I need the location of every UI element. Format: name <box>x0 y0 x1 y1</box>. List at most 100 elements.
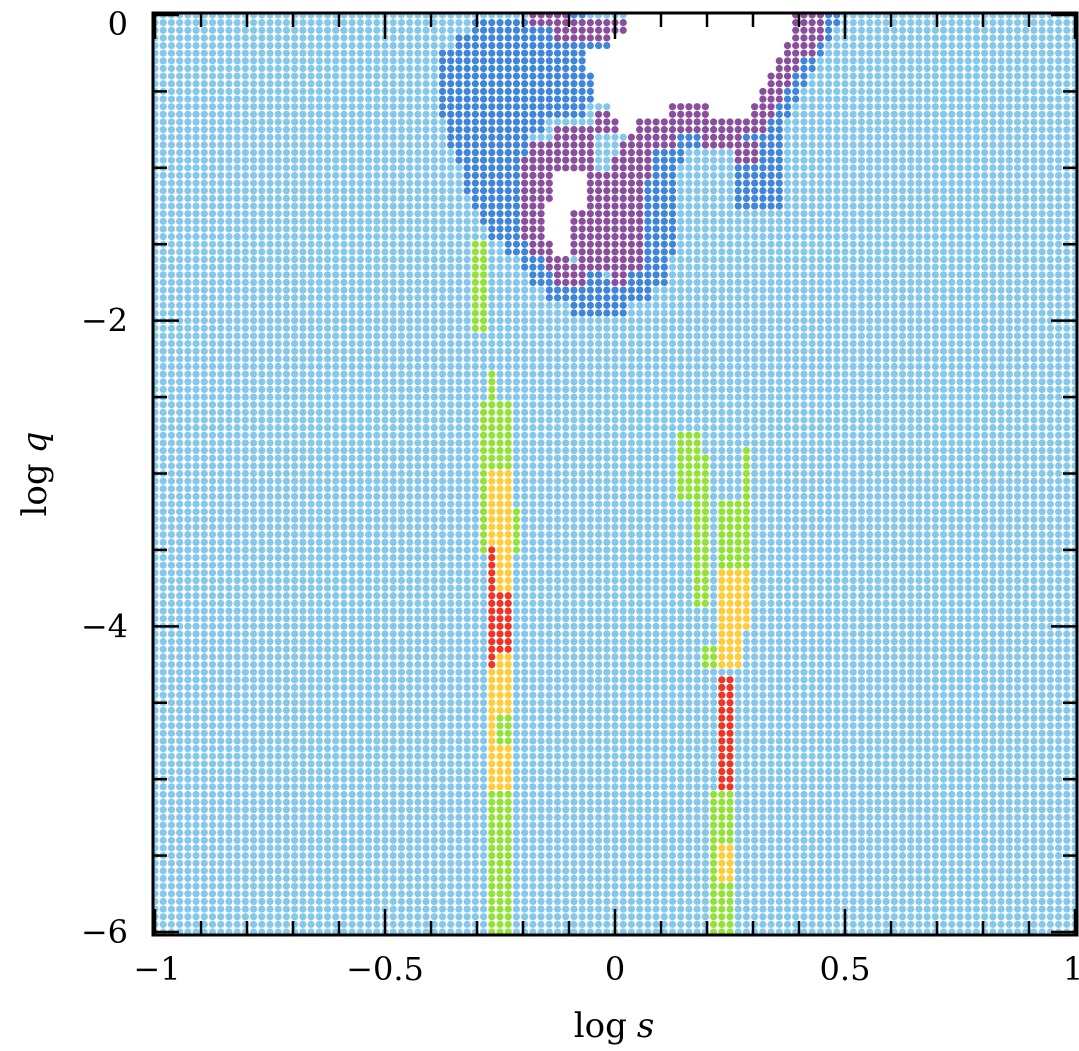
point-purple <box>627 141 636 149</box>
point-blue <box>759 187 767 195</box>
point-background <box>816 95 824 103</box>
point-purple <box>521 171 529 180</box>
point-background <box>931 156 939 164</box>
point-background <box>381 179 389 187</box>
point-background <box>898 317 907 325</box>
point-blue <box>578 286 586 294</box>
point-blue <box>488 210 496 218</box>
point-background <box>775 355 783 363</box>
point-purple <box>668 133 677 141</box>
point-background <box>734 339 742 348</box>
point-background <box>907 26 915 34</box>
point-background <box>192 317 200 325</box>
point-background <box>176 225 184 233</box>
point-background <box>833 103 841 111</box>
point-background <box>923 57 931 65</box>
point-background <box>200 133 208 141</box>
point-background <box>948 49 956 57</box>
point-purple <box>767 72 775 80</box>
point-blue <box>603 309 611 317</box>
point-background <box>299 309 307 317</box>
point-background <box>956 179 964 187</box>
point-background <box>373 210 381 218</box>
point-background <box>430 41 438 50</box>
point-blue <box>479 72 488 80</box>
point-background <box>808 72 816 80</box>
point-background <box>693 171 701 180</box>
point-purple <box>619 278 627 287</box>
point-background <box>956 187 964 195</box>
point-background <box>332 126 340 134</box>
point-background <box>258 286 266 294</box>
point-background <box>414 141 422 149</box>
point-background <box>939 133 948 141</box>
point-background <box>1046 233 1054 241</box>
point-background <box>447 240 455 248</box>
point-background <box>307 301 315 309</box>
point-background <box>1038 263 1046 271</box>
point-background <box>315 156 323 164</box>
point-blue <box>488 148 496 157</box>
point-background <box>521 271 529 279</box>
point-background <box>833 171 841 180</box>
point-background <box>857 41 866 50</box>
point-background <box>323 355 332 363</box>
point-background <box>1054 49 1063 57</box>
point-background <box>217 26 225 34</box>
point-background <box>874 347 882 355</box>
point-background <box>841 179 849 187</box>
point-background <box>373 110 381 118</box>
point-background <box>627 332 636 340</box>
point-background <box>718 278 726 287</box>
point-background <box>915 126 923 134</box>
point-background <box>718 263 726 271</box>
point-background <box>808 95 816 103</box>
point-purple <box>685 110 693 118</box>
point-background <box>356 324 364 332</box>
point-background <box>783 294 792 302</box>
point-background <box>931 64 939 73</box>
point-background <box>997 347 1005 355</box>
point-background <box>1022 141 1030 149</box>
point-background <box>964 171 972 180</box>
point-background <box>898 225 907 233</box>
point-background <box>907 355 915 363</box>
point-blue <box>644 255 652 264</box>
point-background <box>159 309 167 317</box>
point-background <box>521 294 529 302</box>
point-background <box>939 164 948 172</box>
point-blue <box>652 194 660 202</box>
point-background <box>783 194 792 202</box>
point-background <box>422 187 430 195</box>
point-background <box>447 278 455 287</box>
point-blue <box>438 57 447 65</box>
point-purple <box>611 156 619 164</box>
point-purple <box>701 103 709 111</box>
point-background <box>833 80 841 88</box>
point-background <box>463 225 471 233</box>
point-blue <box>668 240 677 248</box>
point-blue <box>529 87 537 96</box>
point-purple <box>529 240 537 248</box>
point-background <box>192 72 200 80</box>
point-blue <box>521 49 529 57</box>
point-background <box>1063 57 1071 65</box>
point-background <box>323 171 332 180</box>
point-background <box>323 317 332 325</box>
point-background <box>430 263 438 271</box>
point-blue <box>529 118 537 126</box>
point-background <box>397 301 406 309</box>
point-background <box>874 110 882 118</box>
point-background <box>931 332 939 340</box>
point-background <box>594 362 603 371</box>
point-background <box>816 87 824 96</box>
point-background <box>685 347 693 355</box>
point-background <box>340 141 348 149</box>
point-background <box>570 339 578 348</box>
point-background <box>225 133 233 141</box>
point-background <box>866 64 874 73</box>
point-background <box>603 156 611 164</box>
point-purple <box>611 171 619 180</box>
point-background <box>389 72 397 80</box>
point-background <box>282 103 291 111</box>
